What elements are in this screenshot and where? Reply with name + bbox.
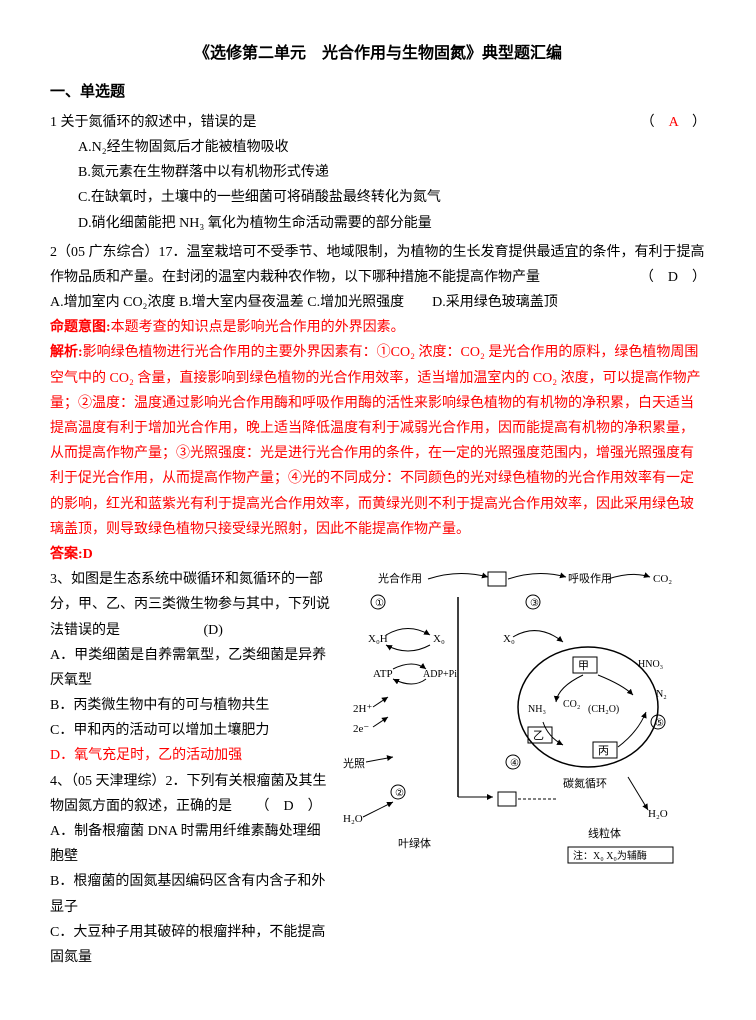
label-yi: 乙 — [533, 729, 544, 742]
label-bing: 丙 — [598, 745, 609, 757]
box-bottom — [498, 792, 516, 806]
q2-answer-line: 答案:D — [50, 542, 706, 567]
arrow-c1 — [556, 675, 583, 702]
arrow-h2o — [363, 802, 393, 817]
q3-stem: 3、如图是生态系统中碳循环和氮循环的一部分，甲、乙、丙三类微生物参与其中，下列说… — [50, 572, 330, 637]
label-mito: 线粒体 — [588, 826, 621, 840]
label-jia: 甲 — [578, 660, 589, 672]
q1-answer: （ A ） — [641, 110, 706, 135]
analysis-label: 解析: — [50, 345, 83, 360]
label-note: 注：X₀ X₀为辅酶 — [573, 849, 647, 862]
label-co2-top: CO₂ — [653, 573, 672, 585]
q4-answer: （ D ） — [256, 799, 322, 814]
q3-option-c: C．甲和丙的活动可以增加土壤肥力 — [50, 718, 330, 743]
section-header: 一、单选题 — [50, 79, 706, 106]
analysis-text: 影响绿色植物进行光合作用的主要外界因素有：①CO₂ 浓度：CO₂ 是光合作用的原… — [50, 345, 701, 536]
diagram-svg: 光合作用 呼吸作用 CO₂ ① ③ X₀H X₀ ATP ADP+Pi 2H⁺ … — [338, 567, 678, 867]
label-light: 光照 — [343, 756, 365, 770]
q3-option-d: D．氧气充足时，乙的活动加强 — [50, 743, 330, 768]
label-co2-mid: CO₂ — [563, 699, 580, 710]
label-atp: ATP — [373, 668, 393, 680]
arrow-xh-x — [386, 629, 430, 636]
q2-options: A.增加室内 CO₂浓度 B.增大室内昼夜温差 C.增加光照强度 D.采用绿色玻… — [50, 290, 706, 315]
intent-label: 命题意图: — [50, 320, 111, 335]
question-3-container: 3、如图是生态系统中碳循环和氮循环的一部分，甲、乙、丙三类微生物参与其中，下列说… — [50, 567, 706, 970]
num-1: ① — [375, 598, 384, 609]
arrow-1 — [428, 574, 488, 580]
num-4: ④ — [510, 758, 519, 769]
arrow-h — [373, 697, 388, 707]
label-2h: 2H⁺ — [353, 703, 372, 715]
q1-answer-letter: A — [669, 115, 678, 130]
q1-stem: 1 关于氮循环的叙述中，错误的是 — [50, 115, 257, 130]
q2-analysis: 解析:影响绿色植物进行光合作用的主要外界因素有：①CO₂ 浓度：CO₂ 是光合作… — [50, 340, 706, 542]
label-n2: N₂ — [656, 689, 667, 700]
label-respiration: 呼吸作用 — [568, 572, 612, 585]
label-xh: X₀H — [368, 633, 388, 645]
label-carbon-cycle: 碳氮循环 — [563, 776, 607, 790]
arrow-2 — [508, 574, 566, 580]
label-ch2o: (CH₂O) — [588, 704, 619, 715]
label-hno3: HNO₃ — [638, 659, 663, 670]
page-title: 《选修第二单元 光合作用与生物固氮》典型题汇编 — [50, 40, 706, 69]
q1-option-d: D.硝化细菌能把 NH₃ 氧化为植物生命活动需要的部分能量 — [50, 211, 706, 236]
q3-option-b: B．丙类微生物中有的可与植物共生 — [50, 693, 330, 718]
arrow-atp2 — [393, 679, 426, 684]
num-3: ③ — [530, 598, 539, 609]
q3-answer: (D) — [204, 623, 223, 638]
question-2: 2（05 广东综合）17．温室栽培可不受季节、地域限制，为植物的生长发育提供最适… — [50, 240, 706, 290]
arrow-e — [373, 717, 388, 727]
label-h2o-right: H₂O — [648, 808, 668, 820]
arrow-c4 — [618, 712, 646, 747]
q3-option-a: A．甲类细菌是自养需氧型，乙类细菌是异养厌氧型 — [50, 643, 330, 693]
label-adp: ADP+Pi — [423, 669, 457, 680]
arrow-atp1 — [393, 664, 426, 669]
label-x-left: X₀ — [433, 633, 445, 645]
arrow-light — [366, 757, 393, 762]
q1-option-c: C.在缺氧时，土壤中的一些细菌可将硝酸盐最终转化为氮气 — [50, 185, 706, 210]
q1-option-a: A.N₂经生物固氮后才能被植物吸收 — [50, 135, 706, 160]
label-2e: 2e⁻ — [353, 723, 369, 735]
label-leaf: 叶绿体 — [398, 836, 431, 850]
label-nh3: NH₃ — [528, 704, 546, 715]
cycle-diagram: 光合作用 呼吸作用 CO₂ ① ③ X₀H X₀ ATP ADP+Pi 2H⁺ … — [338, 567, 706, 876]
box-top — [488, 572, 506, 586]
label-h2o-left: H₂O — [343, 813, 363, 825]
q4-option-c: C．大豆种子用其破碎的根瘤拌种，不能提高固氮量 — [50, 920, 330, 970]
arrow-c2 — [598, 675, 633, 695]
num-2: ② — [395, 788, 404, 799]
q4-option-a: A．制备根瘤菌 DNA 时需用纤维素酶处理细胞壁 — [50, 819, 330, 869]
q4-option-b: B．根瘤菌的固氮基因编码区含有内含子和外显子 — [50, 869, 330, 919]
arrow-c3 — [543, 722, 563, 745]
arrow-x-xh — [386, 645, 430, 651]
q4-stem-wrap: 4、（05 天津理综）2．下列有关根瘤菌及其生物固氮方面的叙述，正确的是 （ D… — [50, 769, 330, 819]
arrow-3 — [608, 575, 650, 580]
label-photosynthesis: 光合作用 — [378, 571, 422, 585]
question-1: 1 关于氮循环的叙述中，错误的是 （ A ） — [50, 110, 706, 135]
intent-text: 本题考查的知识点是影响光合作用的外界因素。 — [111, 320, 405, 335]
q2-stem: 2（05 广东综合）17．温室栽培可不受季节、地域限制，为植物的生长发育提供最适… — [50, 245, 705, 285]
q3-stem-wrap: 3、如图是生态系统中碳循环和氮循环的一部分，甲、乙、丙三类微生物参与其中，下列说… — [50, 567, 330, 643]
question-3-text: 3、如图是生态系统中碳循环和氮循环的一部分，甲、乙、丙三类微生物参与其中，下列说… — [50, 567, 330, 970]
q2-answer: （ D ） — [640, 265, 706, 290]
q1-option-b: B.氮元素在生物群落中以有机物形式传递 — [50, 160, 706, 185]
label-x-right: X₀ — [503, 633, 515, 645]
q2-intent: 命题意图:本题考查的知识点是影响光合作用的外界因素。 — [50, 315, 706, 340]
num-5: ⑤ — [655, 718, 664, 729]
arrow-h2o-r — [628, 777, 648, 810]
arrow-r1 — [513, 631, 563, 642]
